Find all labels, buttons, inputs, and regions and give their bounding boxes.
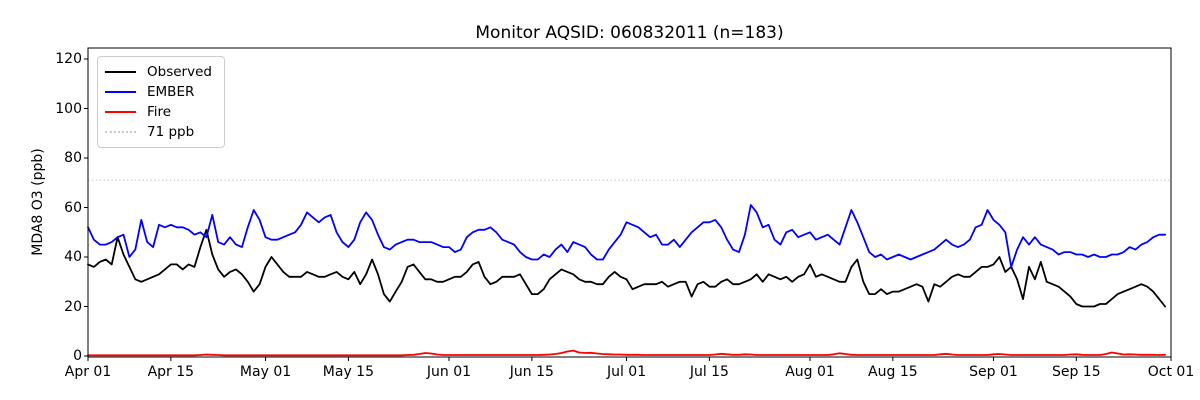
legend-entry: EMBER [105,84,212,100]
x-tick-label: May 15 [322,364,374,380]
x-tick-label: Jun 15 [509,364,554,380]
chart-title: Monitor AQSID: 060832011 (n=183) [475,23,784,43]
legend-entry: Observed [105,64,212,80]
legend-label: EMBER [147,84,195,100]
x-tick-label: Jun 01 [426,364,472,380]
legend-line-swatch [105,91,136,93]
x-tick-label: Jul 01 [606,364,647,380]
x-tick-label: Jul 15 [689,364,729,380]
legend-label: Fire [147,104,172,120]
y-tick-label: 20 [64,298,82,315]
x-tick-label: Sep 01 [969,364,1018,380]
y-tick-label: 40 [64,249,82,265]
ember-line [87,204,1166,268]
y-tick-label: 80 [64,150,82,166]
observed-line [87,228,1166,308]
x-tick-label: Aug 01 [785,364,835,380]
legend-entry: 71 ppb [105,124,212,140]
legend-label: 71 ppb [147,124,195,140]
legend-label: Observed [147,64,212,80]
x-tick-label: May 01 [239,364,292,380]
legend: Observed EMBER Fire 71 ppb [97,56,225,148]
x-tick-label: Apr 01 [64,364,112,380]
x-tick-label: Sep 15 [1051,364,1101,380]
legend-line-swatch [105,71,136,73]
y-tick-label: 0 [73,348,82,364]
y-tick-label: 120 [55,51,82,67]
axes-frame [87,47,1172,358]
x-tick-label: Aug 15 [868,364,918,380]
y-tick-label: 60 [64,199,82,216]
y-tick-label: 100 [55,100,82,117]
legend-line-swatch [105,111,136,113]
x-tick-label: Apr 15 [147,364,195,380]
fire-line [87,349,1166,357]
legend-entry: Fire [105,104,212,120]
legend-line-swatch [105,131,136,133]
x-tick-label: Oct 01 [1147,364,1195,380]
